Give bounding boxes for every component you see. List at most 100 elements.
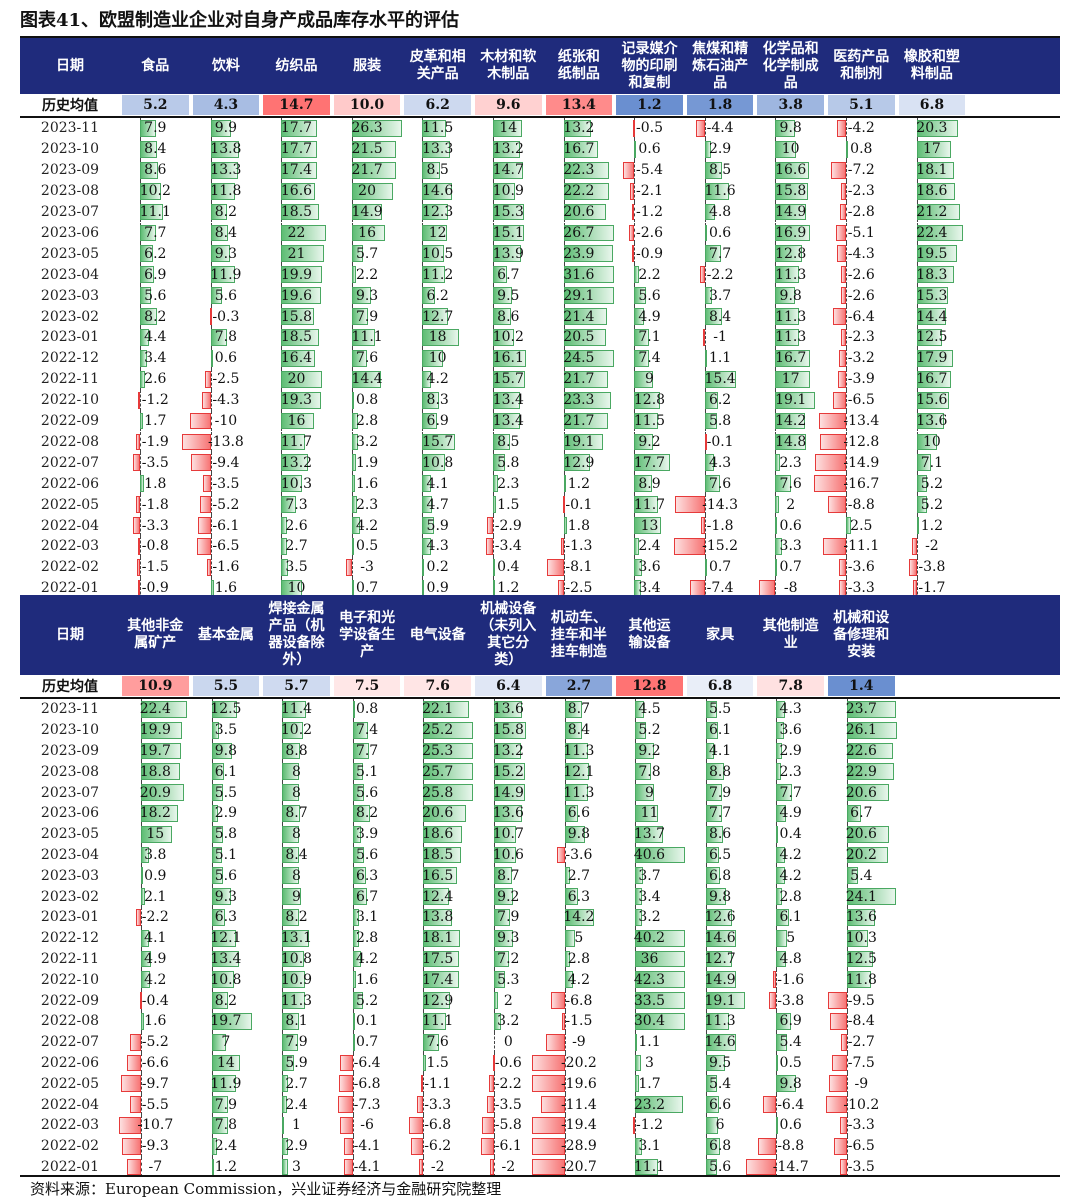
data-bar — [814, 475, 846, 493]
cell-axis — [210, 431, 212, 453]
cell-value: 6.2 — [144, 245, 167, 262]
cell-value: 11.6 — [704, 183, 736, 200]
cell-value: 8.4 — [285, 846, 308, 863]
data-bar — [281, 224, 327, 242]
data-bar — [832, 308, 846, 325]
data-bar — [840, 266, 846, 284]
cell-value: 16.1 — [492, 350, 524, 367]
data-cell: 3.8 — [120, 844, 191, 866]
cell-axis — [846, 410, 847, 432]
cell-value: 8.2 — [214, 204, 238, 221]
row-date: 2022-11 — [40, 371, 100, 388]
cell-value: -1.5 — [141, 559, 169, 576]
row-date: 2022-06 — [40, 1054, 100, 1071]
data-bar — [704, 454, 714, 472]
data-cell: 2.9 — [261, 1135, 332, 1157]
data-bar — [632, 245, 635, 263]
cell-value: 4.2 — [426, 371, 449, 388]
cell-value: 26.7 — [563, 224, 595, 241]
data-cell: 14.4 — [332, 368, 403, 390]
cell-value: 4.2 — [779, 846, 802, 863]
row-date: 2023-02 — [40, 888, 100, 905]
cell-value: 2.9 — [214, 805, 238, 822]
data-cell: -6.5 — [826, 389, 897, 411]
data-cell: -19.4 — [531, 1115, 615, 1136]
cell-value: 7.6 — [355, 350, 379, 367]
data-bar — [838, 558, 846, 576]
figure-title: 图表41、欧盟制造业企业对自身产成品库存水平的评估 — [20, 10, 460, 31]
data-cell: 40.2 — [614, 927, 685, 949]
data-cell: 1.7 — [614, 1073, 685, 1095]
data-cell: 8.7 — [544, 699, 615, 720]
data-bar — [205, 370, 211, 388]
cell-axis — [846, 159, 847, 181]
row-date: 2023-01 — [40, 329, 100, 346]
data-bar — [422, 203, 448, 221]
data-cell: 1.8 — [544, 515, 615, 536]
cell-value: -3.8 — [777, 992, 805, 1009]
cell-value: 19.1 — [563, 433, 595, 450]
data-cell: 2.9 — [191, 803, 262, 824]
cell-value: -3.3 — [424, 1096, 452, 1113]
data-cell: 4.8 — [755, 948, 826, 970]
data-cell: 14.9 — [685, 969, 756, 991]
data-cell: 14.7 — [473, 159, 544, 181]
cell-axis — [846, 118, 847, 139]
data-bar — [136, 558, 140, 576]
data-cell: -6.2 — [402, 1135, 473, 1157]
data-cell: 9 — [614, 782, 685, 803]
cell-value: -7.4 — [706, 580, 734, 597]
cell-value: 6.3 — [567, 888, 591, 905]
cell-value: 11.5 — [422, 120, 454, 137]
cell-value: -8.4 — [847, 1013, 875, 1030]
row-date: 2022-07 — [40, 454, 100, 471]
data-bar — [210, 120, 231, 137]
data-bar — [493, 329, 514, 346]
cell-value: 0.6 — [779, 1117, 802, 1134]
table-row: 2023-11 22.4 12.5 11.4 0.8 22.1 13.6 8.7 4.5 5.5 4… — [20, 699, 1060, 720]
data-bar — [704, 349, 708, 367]
data-cell: 0.7 — [332, 1031, 403, 1053]
data-bar — [916, 203, 961, 221]
column-header: 电气设备 — [409, 626, 466, 643]
data-cell: -14.9 — [815, 452, 897, 474]
cell-value: 19.5 — [916, 245, 948, 262]
cell-value: -2 — [925, 538, 939, 555]
hist-avg-row: 历史均值 5.2 4.3 14.7 10.0 6.2 9.6 13.4 1.2 1.8 3.8 5.1… — [20, 94, 1060, 116]
data-bar — [916, 308, 947, 325]
data-cell: -1.8 — [685, 515, 756, 536]
cell-value: 2.4 — [638, 538, 661, 555]
cell-axis — [846, 452, 847, 474]
cell-value: 3.2 — [355, 433, 379, 450]
column-header: 化学品和 化学制成 品 — [762, 40, 819, 91]
header-date: 日期 — [56, 626, 84, 643]
table-row: 2022-02 -9.3 2.4 2.9 -4.1 -6.2 -6.1 -28.9 3.1 6.8… — [20, 1135, 1060, 1157]
data-cell: 0.6 — [614, 138, 685, 160]
data-bar — [775, 370, 811, 388]
data-cell: 23.2 — [614, 1094, 685, 1115]
table-row: 2022-11 2.6 -2.5 20 14.4 4.2 15.7 21.7 9 15.4 17 -3… — [20, 368, 1060, 390]
cell-value: 13.1 — [280, 930, 313, 947]
data-cell: 6.2 — [685, 389, 756, 411]
cell-value: 10.8 — [210, 971, 242, 988]
cell-value: 16.9 — [775, 224, 807, 241]
cell-value: 3.2 — [638, 909, 661, 926]
column-header: 橡胶和塑 料制品 — [903, 49, 960, 82]
cell-value: 2.8 — [567, 950, 591, 967]
data-cell: -4.4 — [685, 118, 756, 139]
cell-value: 3.4 — [638, 888, 661, 905]
cell-value: 10.3 — [845, 930, 877, 947]
data-bar — [422, 287, 436, 305]
data-bar — [351, 245, 364, 263]
data-cell: 9.8 — [755, 1073, 826, 1095]
data-bar — [704, 391, 718, 409]
data-cell: 8 — [261, 761, 332, 783]
cell-value: 20.3 — [916, 120, 948, 137]
table-row: 2023-03 5.6 5.6 19.6 9.3 6.2 9.5 29.1 5.6 3.7 9.8-… — [20, 285, 1060, 307]
data-bar — [210, 349, 213, 367]
cell-value: 7.6 — [426, 1034, 449, 1051]
cell-axis — [704, 536, 706, 557]
data-bar — [563, 412, 609, 430]
data-cell: 42.3 — [614, 969, 685, 991]
data-cell: 10.7 — [473, 823, 544, 845]
